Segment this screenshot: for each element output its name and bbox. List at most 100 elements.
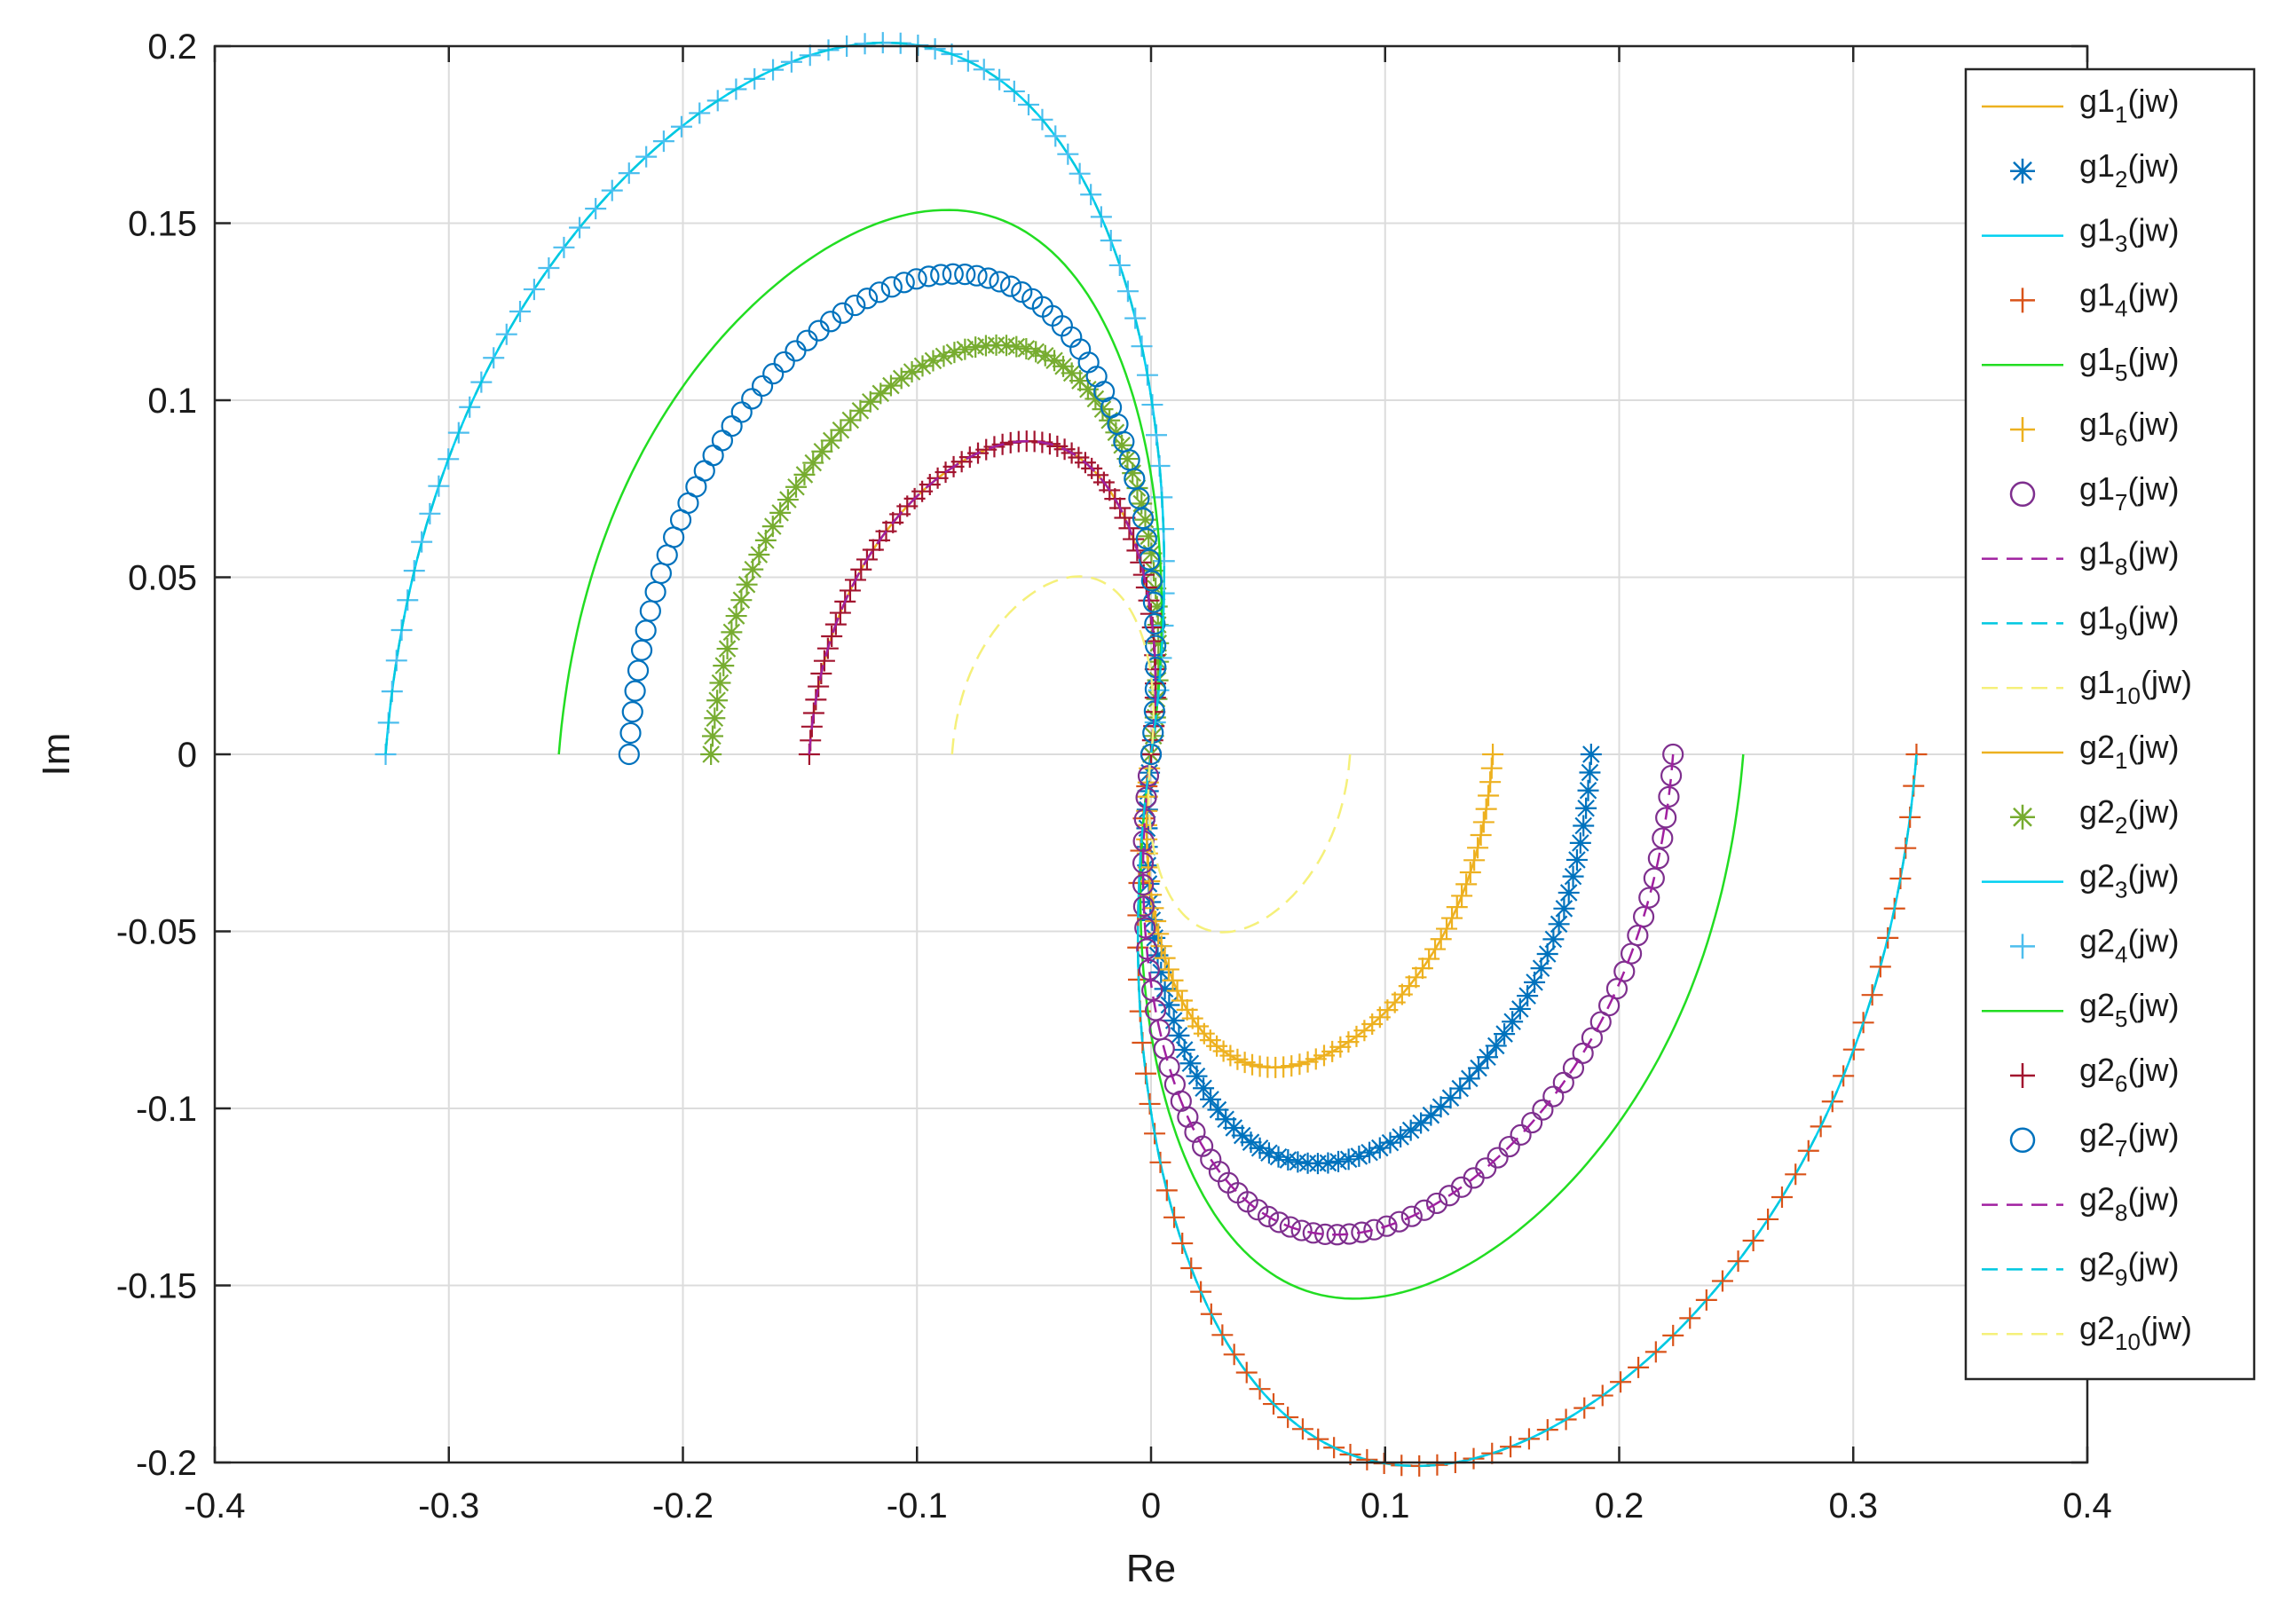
marker-g2-4	[1124, 307, 1147, 329]
marker-g1-7	[1400, 1205, 1423, 1227]
marker-g1-7	[1552, 1071, 1574, 1093]
marker-g1-6	[1482, 744, 1504, 765]
marker-g1-7	[1302, 1222, 1324, 1244]
legend: g11(jw)g12(jw)g13(jw)g14(jw)g15(jw)g16(j…	[1964, 67, 2256, 1381]
marker-g1-7	[1658, 785, 1680, 808]
marker-g1-2	[1468, 1057, 1490, 1079]
marker-g1-2	[1536, 942, 1558, 965]
legend-label-base: g1	[2079, 470, 2115, 507]
marker-g2-7	[880, 276, 903, 298]
marker-g2-6	[1114, 507, 1136, 529]
marker-g1-7	[1498, 1135, 1520, 1158]
x-tick-label: -0.2	[652, 1486, 714, 1525]
marker-g2-4	[509, 300, 532, 322]
marker-g1-6	[1337, 1031, 1360, 1053]
marker-g1-6	[1436, 918, 1458, 940]
marker-g1-4	[1679, 1307, 1701, 1329]
legend-label-subscript: 1	[2115, 101, 2127, 128]
marker-g2-2	[1092, 398, 1114, 421]
legend-label-subscript: 9	[2115, 1264, 2127, 1290]
series-g1-6	[1135, 744, 1504, 1078]
marker-g1-2	[1577, 779, 1599, 801]
marker-g2-4	[411, 531, 433, 553]
marker-g1-2	[1173, 1038, 1195, 1060]
marker-g1-2	[1158, 994, 1180, 1016]
legend-label-subscript: 10	[2115, 1328, 2141, 1355]
legend-label-suffix: (jw)	[2128, 729, 2180, 765]
marker-g2-7	[630, 639, 653, 661]
marker-g2-4	[538, 257, 560, 280]
marker-g1-6	[1478, 784, 1500, 807]
marker-g1-4	[1163, 1206, 1186, 1228]
legend-label-subscript: 6	[2115, 424, 2127, 451]
legend-label-suffix: (jw)	[2128, 858, 2180, 895]
marker-g1-2	[1150, 961, 1172, 983]
legend-label-base: g1	[2079, 147, 2115, 184]
legend-label: g110(jw)	[2079, 664, 2192, 709]
y-tick-label: 0.15	[128, 205, 197, 244]
legend-label: g25(jw)	[2079, 987, 2180, 1032]
legend-label-suffix: (jw)	[2128, 987, 2180, 1023]
marker-g1-7	[1572, 1042, 1594, 1064]
marker-g2-2	[725, 605, 747, 627]
marker-g2-4	[553, 236, 575, 258]
marker-g1-2	[1509, 997, 1531, 1020]
marker-g2-7	[905, 268, 927, 290]
marker-g2-2	[713, 655, 735, 677]
marker-g1-2	[1215, 1108, 1237, 1131]
legend-swatch	[2010, 158, 2035, 184]
marker-g1-2	[1168, 1024, 1190, 1046]
marker-g2-4	[1069, 162, 1091, 185]
marker-g1-6	[1157, 958, 1179, 981]
legend-label-suffix: (jw)	[2128, 470, 2180, 507]
marker-g1-2	[1337, 1148, 1360, 1171]
marker-g1-4	[1861, 984, 1883, 1006]
legend-label-subscript: 4	[2115, 295, 2127, 321]
marker-g2-2	[1140, 542, 1163, 564]
marker-g2-7	[1144, 612, 1166, 635]
legend-label-base: g1	[2079, 406, 2115, 442]
marker-g2-4	[1100, 229, 1122, 251]
legend-label-suffix: (jw)	[2128, 147, 2180, 184]
marker-g1-6	[1446, 896, 1468, 918]
marker-g1-6	[1150, 935, 1172, 958]
marker-g2-2	[721, 621, 743, 643]
legend-label-subscript: 8	[2115, 554, 2127, 580]
legend-label-subscript: 4	[2115, 941, 2127, 967]
marker-g1-4	[1695, 1289, 1717, 1311]
marker-g1-7	[1351, 1221, 1373, 1243]
marker-g1-2	[1179, 1052, 1202, 1075]
x-axis-label: Re	[1126, 1547, 1176, 1590]
marker-g2-7	[1132, 507, 1155, 530]
marker-g1-6	[1297, 1051, 1319, 1073]
series-g1-10	[1147, 753, 1352, 934]
marker-g2-2	[811, 440, 833, 462]
legend-label-suffix: (jw)	[2141, 1310, 2192, 1346]
marker-g2-6	[975, 438, 998, 461]
marker-g2-2	[748, 544, 770, 566]
marker-g2-2	[1053, 355, 1075, 377]
marker-g1-6	[1479, 771, 1502, 793]
marker-g2-2	[933, 345, 955, 367]
marker-g2-7	[619, 721, 642, 745]
legend-label-subscript: 10	[2115, 682, 2141, 709]
marker-g1-4	[1742, 1229, 1764, 1251]
legend-label-base: g2	[2079, 793, 2115, 830]
marker-g1-7	[1425, 1192, 1448, 1215]
marker-g1-6	[1451, 885, 1473, 907]
marker-g1-2	[1200, 1088, 1222, 1110]
marker-g1-2	[1240, 1131, 1262, 1154]
marker-g1-2	[1542, 928, 1565, 950]
marker-g1-6	[1459, 862, 1481, 884]
marker-g2-2	[1146, 595, 1168, 618]
legend-item: g26(jw)	[2010, 1052, 2180, 1097]
marker-g1-7	[1562, 1057, 1585, 1079]
marker-g1-2	[1430, 1096, 1452, 1118]
legend-label: g19(jw)	[2079, 599, 2180, 644]
series-g2-10	[950, 575, 1155, 755]
marker-g2-7	[618, 743, 640, 766]
marker-g1-7	[1257, 1205, 1280, 1227]
marker-g2-6	[839, 579, 861, 602]
x-tick-label: 0.3	[1828, 1486, 1878, 1525]
marker-g2-2	[849, 399, 871, 422]
